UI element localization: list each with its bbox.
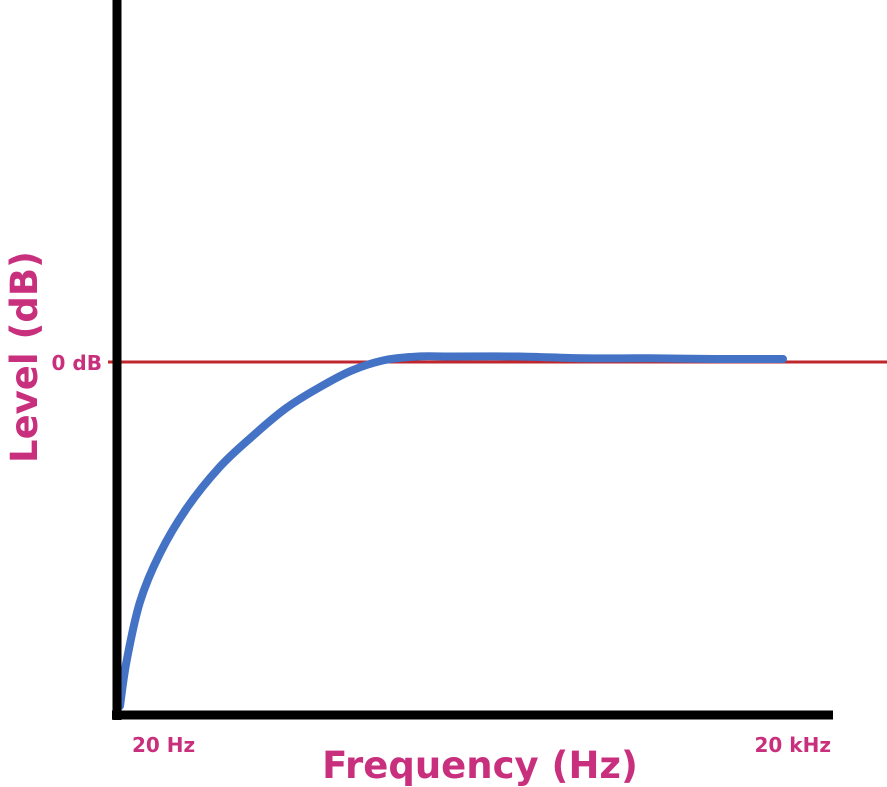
frequency-response-curve xyxy=(116,352,787,710)
x-tick-label-end: 20 kHz xyxy=(755,733,831,757)
y-axis-title: Level (dB) xyxy=(3,251,46,463)
x-tick-label-start: 20 Hz xyxy=(132,733,195,757)
x-axis-title: Frequency (Hz) xyxy=(322,744,638,787)
y-tick-label-0db: 0 dB xyxy=(52,351,102,375)
